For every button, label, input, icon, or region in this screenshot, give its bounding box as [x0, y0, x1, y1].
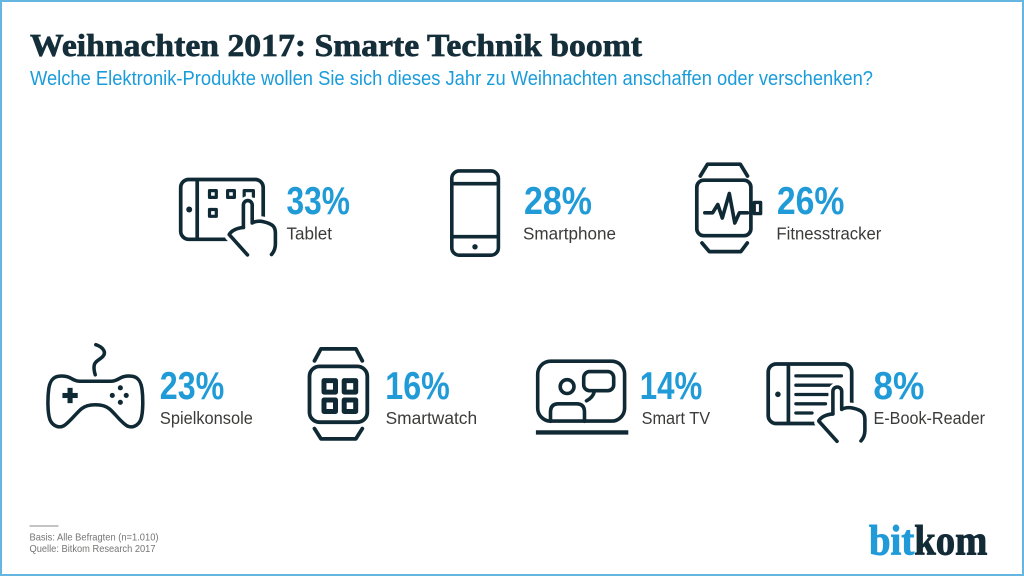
svg-text:Quelle: Bitkom Research 2017: Quelle: Bitkom Research 2017 — [30, 544, 156, 555]
svg-text:Welche Elektronik-Produkte wol: Welche Elektronik-Produkte wollen Sie si… — [30, 68, 873, 90]
svg-text:14%: 14% — [640, 365, 703, 408]
svg-text:Smartphone: Smartphone — [523, 223, 616, 243]
svg-text:Smart TV: Smart TV — [642, 408, 711, 428]
svg-text:Smartwatch: Smartwatch — [386, 408, 478, 428]
svg-text:Basis: Alle Befragten (n=1.010: Basis: Alle Befragten (n=1.010) — [30, 532, 159, 543]
svg-text:Tablet: Tablet — [287, 223, 333, 243]
svg-text:Spielkonsole: Spielkonsole — [160, 408, 253, 428]
svg-text:16%: 16% — [385, 365, 450, 408]
svg-text:28%: 28% — [524, 180, 592, 223]
svg-text:E-Book-Reader: E-Book-Reader — [874, 408, 986, 428]
svg-text:Fitnesstracker: Fitnesstracker — [776, 223, 881, 243]
svg-text:Weihnachten 2017: Smarte Techn: Weihnachten 2017: Smarte Technik boomt — [30, 28, 643, 63]
svg-text:26%: 26% — [777, 180, 845, 223]
svg-text:8%: 8% — [873, 365, 924, 408]
svg-text:23%: 23% — [160, 365, 225, 408]
svg-text:bitkom: bitkom — [869, 519, 988, 565]
svg-text:33%: 33% — [287, 180, 351, 223]
